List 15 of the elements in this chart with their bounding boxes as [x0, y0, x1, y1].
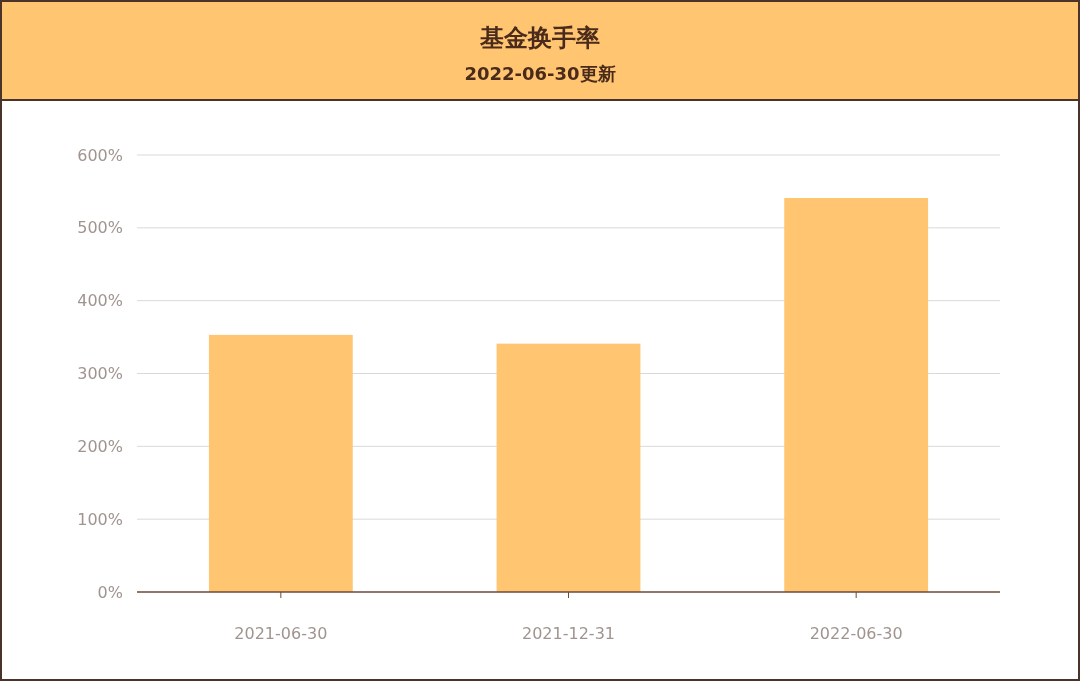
bar	[208, 334, 353, 592]
y-tick-label: 500%	[77, 218, 123, 238]
y-tick-label: 600%	[77, 145, 123, 165]
bar	[784, 197, 929, 592]
x-tick-label: 2021-06-30	[234, 624, 328, 643]
x-tick-label: 2022-06-30	[809, 624, 903, 643]
y-tick-label: 400%	[77, 291, 123, 311]
y-tick-label: 0%	[97, 582, 123, 602]
chart-subtitle: 2022-06-30更新	[464, 63, 616, 84]
y-tick-label: 300%	[77, 364, 123, 384]
x-tick-label: 2021-12-31	[522, 624, 615, 643]
y-tick-label: 200%	[77, 436, 123, 456]
y-tick-label: 100%	[77, 509, 123, 529]
bar	[496, 343, 641, 592]
chart-title: 基金换手率	[479, 24, 600, 52]
